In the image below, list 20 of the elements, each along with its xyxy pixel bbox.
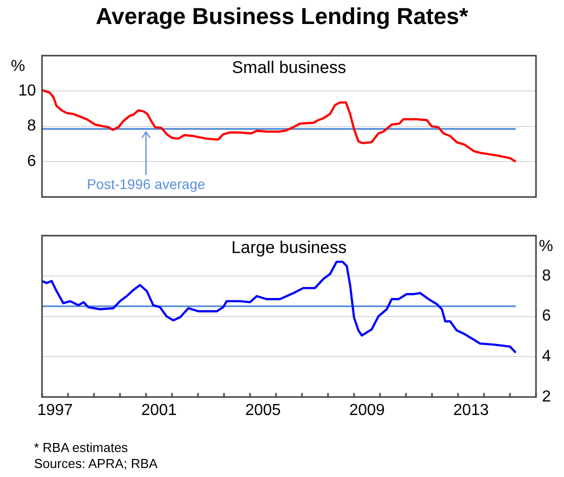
y-tick-label: 6 — [27, 153, 36, 170]
y-tick-label: 2 — [542, 388, 551, 406]
chart-title: Large business — [231, 238, 347, 257]
y-tick-label: 4 — [542, 348, 551, 366]
y-tick-label: 10 — [18, 82, 36, 100]
source-note: Sources: APRA; RBA — [34, 456, 158, 472]
x-tick-label: 1997 — [37, 402, 73, 420]
y-axis-title: % — [538, 238, 554, 256]
x-tick-label: 2013 — [453, 402, 489, 420]
x-tick-label: 2005 — [245, 402, 281, 420]
chart-subtitle: Small business — [232, 58, 346, 77]
chart-title: Average Business Lending Rates* — [94, 3, 470, 30]
text: * RBA estimates — [34, 440, 129, 456]
annotation: Post-1996 average — [86, 176, 206, 192]
x-tick-label: 2001 — [141, 402, 177, 420]
y-tick-label: 8 — [27, 118, 36, 135]
y-tick-label: 8 — [542, 267, 551, 284]
y-tick-label: 6 — [542, 308, 551, 325]
x-tick-label: 2009 — [349, 402, 385, 420]
y-axis-title: % — [10, 58, 26, 76]
